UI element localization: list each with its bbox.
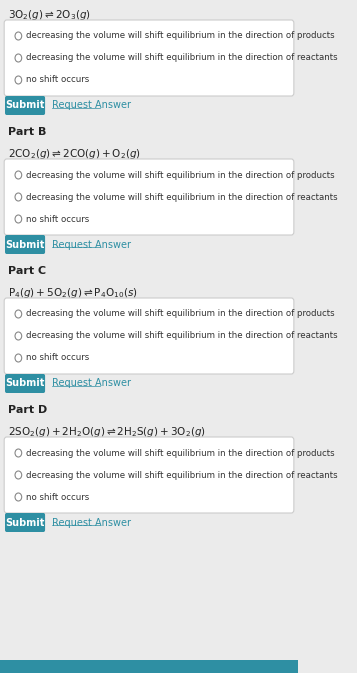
Text: no shift occurs: no shift occurs xyxy=(26,493,89,501)
FancyBboxPatch shape xyxy=(5,374,45,393)
Circle shape xyxy=(15,171,22,179)
Circle shape xyxy=(15,193,22,201)
Circle shape xyxy=(15,32,22,40)
Text: decreasing the volume will shift equilibrium in the direction of products: decreasing the volume will shift equilib… xyxy=(26,448,335,458)
Text: decreasing the volume will shift equilibrium in the direction of products: decreasing the volume will shift equilib… xyxy=(26,170,335,180)
Text: Part B: Part B xyxy=(8,127,47,137)
Text: $2\mathrm{SO_2}(g) + 2\mathrm{H_2O}(g) \rightleftharpoons 2\mathrm{H_2S}(g) + 3\: $2\mathrm{SO_2}(g) + 2\mathrm{H_2O}(g) \… xyxy=(8,425,206,439)
Text: decreasing the volume will shift equilibrium in the direction of reactants: decreasing the volume will shift equilib… xyxy=(26,53,337,63)
Circle shape xyxy=(15,449,22,457)
Text: no shift occurs: no shift occurs xyxy=(26,353,89,363)
Bar xyxy=(0,119,298,145)
Text: decreasing the volume will shift equilibrium in the direction of reactants: decreasing the volume will shift equilib… xyxy=(26,332,337,341)
Text: $\mathrm{P_4}(g) + 5\mathrm{O_2}(g) \rightleftharpoons \mathrm{P_4O_{10}}(s)$: $\mathrm{P_4}(g) + 5\mathrm{O_2}(g) \rig… xyxy=(8,286,138,300)
Circle shape xyxy=(15,471,22,479)
Text: decreasing the volume will shift equilibrium in the direction of products: decreasing the volume will shift equilib… xyxy=(26,32,335,40)
Circle shape xyxy=(15,215,22,223)
Bar xyxy=(0,660,298,673)
Text: decreasing the volume will shift equilibrium in the direction of products: decreasing the volume will shift equilib… xyxy=(26,310,335,318)
Text: Submit: Submit xyxy=(5,518,45,528)
FancyBboxPatch shape xyxy=(5,96,45,115)
Text: no shift occurs: no shift occurs xyxy=(26,215,89,223)
Text: Submit: Submit xyxy=(5,240,45,250)
Text: decreasing the volume will shift equilibrium in the direction of reactants: decreasing the volume will shift equilib… xyxy=(26,192,337,201)
Text: $3\mathrm{O_2}(g) \rightleftharpoons 2\mathrm{O_3}(g)$: $3\mathrm{O_2}(g) \rightleftharpoons 2\m… xyxy=(8,8,91,22)
FancyBboxPatch shape xyxy=(4,20,294,96)
Text: Submit: Submit xyxy=(5,100,45,110)
Text: Request Answer: Request Answer xyxy=(52,240,131,250)
FancyBboxPatch shape xyxy=(4,298,294,374)
FancyBboxPatch shape xyxy=(4,159,294,235)
Text: Request Answer: Request Answer xyxy=(52,518,131,528)
Text: decreasing the volume will shift equilibrium in the direction of reactants: decreasing the volume will shift equilib… xyxy=(26,470,337,479)
Text: $2\mathrm{CO_2}(g) \rightleftharpoons 2\mathrm{CO}(g) + \mathrm{O_2}(g)$: $2\mathrm{CO_2}(g) \rightleftharpoons 2\… xyxy=(8,147,141,161)
Circle shape xyxy=(15,354,22,362)
Bar xyxy=(0,258,298,284)
Circle shape xyxy=(15,76,22,84)
Text: Request Answer: Request Answer xyxy=(52,378,131,388)
Circle shape xyxy=(15,493,22,501)
Bar xyxy=(0,397,298,423)
Circle shape xyxy=(15,332,22,340)
Text: Part C: Part C xyxy=(8,266,46,276)
Circle shape xyxy=(15,310,22,318)
Text: Part D: Part D xyxy=(8,405,47,415)
Text: Request Answer: Request Answer xyxy=(52,100,131,110)
FancyBboxPatch shape xyxy=(5,513,45,532)
FancyBboxPatch shape xyxy=(4,437,294,513)
FancyBboxPatch shape xyxy=(5,235,45,254)
Circle shape xyxy=(15,54,22,62)
Text: Submit: Submit xyxy=(5,378,45,388)
Text: no shift occurs: no shift occurs xyxy=(26,75,89,85)
